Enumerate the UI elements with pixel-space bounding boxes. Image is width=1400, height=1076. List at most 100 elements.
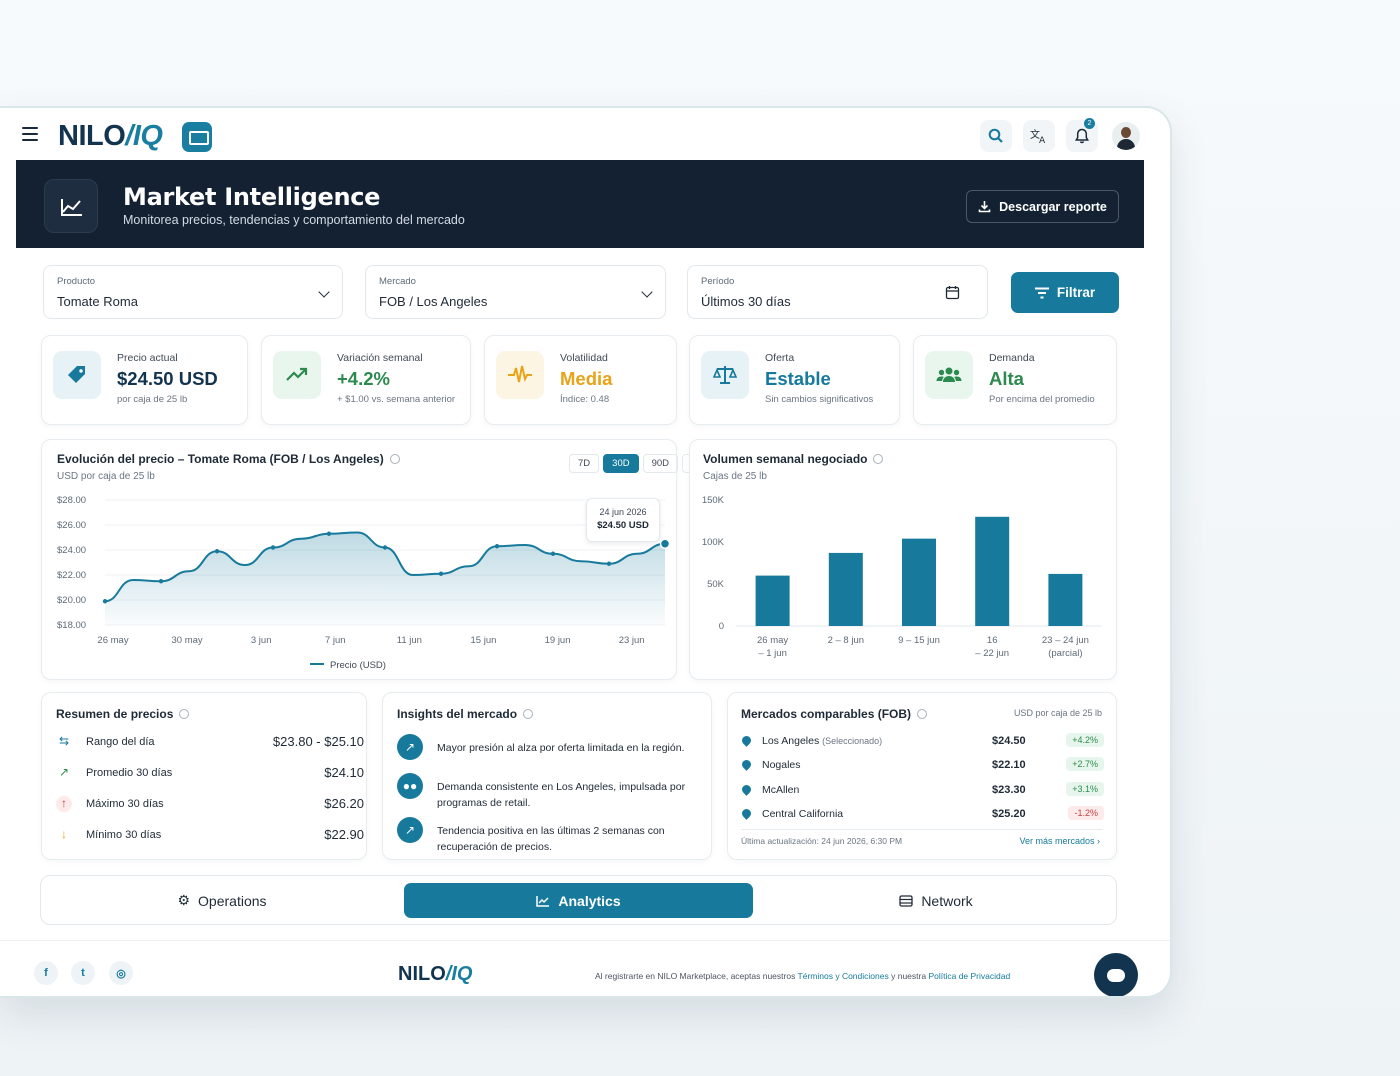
instagram-icon[interactable]: ◎ <box>109 961 133 985</box>
search-icon[interactable] <box>980 120 1012 152</box>
x-tick-label: 26 may <box>97 635 128 646</box>
menu-icon[interactable] <box>22 127 38 141</box>
gear-icon: ⚙ <box>177 892 191 908</box>
brand-logo[interactable]: NILO/IQ <box>58 120 163 152</box>
x-tick-label: 30 may <box>172 635 203 646</box>
volume-bar <box>902 538 936 626</box>
price-chart-title: Evolución del precio – Tomate Roma (FOB … <box>57 452 384 466</box>
price-point <box>270 545 276 550</box>
truck-icon[interactable] <box>182 122 212 152</box>
last-updated: Última actualización: 24 jun 2026, 6:30 … <box>741 836 903 846</box>
arrow-down-icon: ↓ <box>61 827 67 841</box>
range-90d[interactable]: 90D <box>642 454 679 473</box>
notification-badge: 2 <box>1084 118 1095 129</box>
product-select[interactable]: Producto Tomate Roma <box>43 265 343 319</box>
chevron-down-icon <box>641 286 653 298</box>
range-7d[interactable]: 7D <box>569 454 600 473</box>
price-point <box>102 599 108 604</box>
x-tick-label: – 22 jun <box>975 648 1009 659</box>
footer: f t ◎ NILO/IQ Al registrarte en NILO Mar… <box>0 940 1170 996</box>
price-point <box>438 571 444 576</box>
trend-up-icon: ↗ <box>397 817 423 843</box>
kpi-card-weekly-change: Variación semanal +4.2% + $1.00 vs. sema… <box>261 335 471 425</box>
insights-card: Insights del mercado ↗ Mayor presión al a… <box>382 692 712 860</box>
avatar[interactable] <box>1112 122 1140 150</box>
info-icon[interactable] <box>523 709 534 719</box>
range-30d[interactable]: 30D <box>603 454 639 473</box>
tab-analytics[interactable]: Analytics <box>404 883 753 918</box>
range-icon: ⇆ <box>58 734 70 748</box>
scale-icon <box>701 351 749 399</box>
chart-legend: Precio (USD) <box>310 660 386 671</box>
price-line-chart: $28.00 $26.00 $24.00 $22.00 $20.00 $18.00 26 m… <box>57 495 671 646</box>
comparable-markets-card: Mercados comparables (FOB) USD por caja … <box>727 692 1117 860</box>
info-icon[interactable] <box>917 709 928 719</box>
map-pin-icon <box>740 807 753 820</box>
y-tick-label: 150K <box>702 495 725 506</box>
volume-chart-subtitle: Cajas de 25 lb <box>703 471 767 482</box>
markets-title: Mercados comparables (FOB) <box>741 707 912 721</box>
download-report-button[interactable]: Descargar reporte <box>966 190 1119 223</box>
download-icon <box>978 201 991 213</box>
x-tick-label: 11 jun <box>397 635 422 646</box>
price-point <box>214 549 220 554</box>
privacy-link[interactable]: Política de Privacidad <box>928 971 1011 981</box>
see-more-markets-link[interactable]: Ver más mercados › <box>1019 836 1100 846</box>
trend-up-icon: ↗ <box>397 734 423 760</box>
volume-bar <box>755 575 790 626</box>
x-tick-label: 26 may <box>757 635 788 646</box>
info-icon[interactable] <box>179 709 190 719</box>
period-select[interactable]: Período Últimos 30 días <box>687 265 988 319</box>
price-chart-subtitle: USD por caja de 25 lb <box>57 471 155 482</box>
y-tick-label: $26.00 <box>57 520 86 531</box>
bell-icon[interactable]: 2 <box>1066 118 1098 152</box>
chart-tooltip: 24 jun 2026 $24.50 USD <box>586 498 660 542</box>
x-tick-label: 15 jun <box>471 635 497 646</box>
facebook-icon[interactable]: f <box>34 961 58 985</box>
kpi-value: $24.50 USD <box>117 368 218 389</box>
volume-chart-card: Volumen semanal negociado Cajas de 25 lb… <box>689 439 1117 680</box>
calendar-icon <box>945 286 960 300</box>
twitter-icon[interactable]: t <box>71 961 95 985</box>
x-tick-label: (parcial) <box>1048 648 1082 659</box>
network-icon <box>899 894 913 907</box>
summary-title: Resumen de precios <box>56 707 174 721</box>
info-icon[interactable] <box>873 454 884 464</box>
x-tick-label: 7 jun <box>325 635 346 646</box>
users-icon: ●● <box>397 773 423 799</box>
kpi-card-volatility: Volatilidad Media Índice: 0.48 <box>484 335 677 425</box>
change-badge: +3.1% <box>1066 782 1104 796</box>
chevron-right-icon: › <box>1097 836 1100 846</box>
filter-icon <box>1034 287 1049 298</box>
volume-bar <box>975 516 1010 626</box>
price-point <box>494 544 500 549</box>
market-select[interactable]: Mercado FOB / Los Angeles <box>365 265 666 319</box>
x-tick-label: 23 – 24 jun <box>1042 635 1089 646</box>
map-pin-icon <box>740 734 753 747</box>
price-summary-card: Resumen de precios ⇆ Rango del día $23.80 … <box>41 692 367 860</box>
info-icon[interactable] <box>389 454 400 464</box>
price-area <box>105 532 665 625</box>
y-tick-label: 50K <box>707 579 725 590</box>
kpi-value: Media <box>560 368 613 389</box>
users-icon <box>925 351 973 399</box>
chart-line-icon <box>536 895 550 907</box>
chat-icon[interactable] <box>1094 953 1138 996</box>
footer-logo[interactable]: NILO/IQ <box>398 963 473 985</box>
filter-button[interactable]: Filtrar <box>1011 272 1119 313</box>
x-tick-label: 16 <box>987 635 998 646</box>
price-point <box>158 579 164 584</box>
terms-link[interactable]: Términos y Condiciones <box>797 971 889 981</box>
price-point-current <box>659 538 671 549</box>
chart-line-icon <box>44 179 98 233</box>
tab-operations[interactable]: ⚙ Operations <box>177 892 267 909</box>
x-tick-label: 23 jun <box>619 635 645 646</box>
x-tick-label: 3 jun <box>251 635 272 646</box>
tab-network[interactable]: Network <box>755 883 1117 918</box>
volume-chart-title: Volumen semanal negociado <box>703 452 868 466</box>
kpi-card-price: Precio actual $24.50 USD por caja de 25 … <box>41 335 248 425</box>
y-tick-label: 0 <box>719 621 724 632</box>
markets-unit: USD por caja de 25 lb <box>1013 708 1102 718</box>
